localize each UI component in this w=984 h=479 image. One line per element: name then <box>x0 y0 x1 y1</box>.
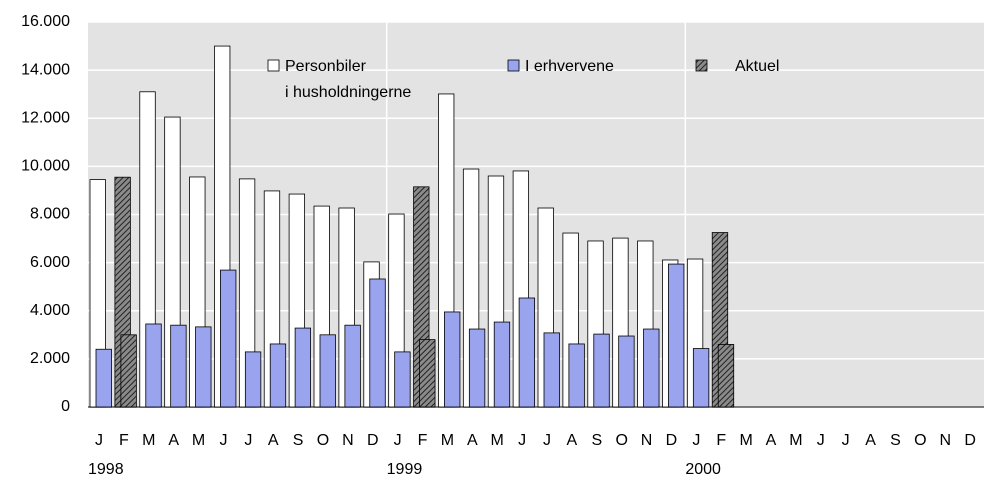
legend-label: Personbiler <box>285 58 367 75</box>
legend-label: i husholdningerne <box>285 84 411 101</box>
x-tick-label: A <box>168 432 179 449</box>
bar <box>543 332 560 408</box>
year-label: 1998 <box>88 461 124 478</box>
bar <box>717 344 735 408</box>
x-tick-label: O <box>317 432 329 449</box>
bar <box>369 278 386 408</box>
x-tick-label: J <box>692 432 700 449</box>
bar <box>170 324 187 408</box>
x-tick-label: J <box>219 432 227 449</box>
x-tick-label: J <box>817 432 825 449</box>
bar <box>95 348 112 408</box>
y-tick-label: 16.000 <box>21 13 70 30</box>
x-tick-label: M <box>142 432 155 449</box>
x-tick-label: S <box>890 432 901 449</box>
x-tick-label: M <box>789 432 802 449</box>
x-tick-label: J <box>95 432 103 449</box>
bar <box>294 327 312 408</box>
x-tick-label: N <box>342 432 354 449</box>
x-tick-label: A <box>567 432 578 449</box>
bar <box>195 326 212 408</box>
bar <box>220 269 237 408</box>
y-tick-label: 2.000 <box>30 350 70 367</box>
x-tick-label: O <box>914 432 926 449</box>
bar <box>518 297 536 408</box>
bar <box>319 334 336 408</box>
x-tick-label: J <box>543 432 551 449</box>
x-tick-label: J <box>842 432 850 449</box>
bar <box>120 334 137 408</box>
bar <box>618 335 635 408</box>
bar <box>643 328 660 408</box>
x-tick-label: N <box>641 432 653 449</box>
x-tick-label: J <box>394 432 402 449</box>
bar <box>593 333 610 408</box>
bar <box>244 351 262 408</box>
x-tick-label: J <box>244 432 252 449</box>
bar <box>444 311 461 408</box>
legend-swatch <box>267 59 280 72</box>
x-tick-label: M <box>192 432 205 449</box>
y-tick-label: 4.000 <box>30 302 70 319</box>
bar <box>269 343 287 408</box>
bar <box>668 263 685 408</box>
x-tick-label: D <box>964 432 976 449</box>
legend-label: I erhvervene <box>525 58 614 75</box>
bar <box>145 323 162 408</box>
x-tick-label: D <box>666 432 678 449</box>
x-tick-label: O <box>615 432 627 449</box>
x-tick-label: A <box>467 432 478 449</box>
bar <box>394 351 411 408</box>
x-tick-label: S <box>591 432 602 449</box>
x-tick-label: F <box>716 432 726 449</box>
bar <box>344 324 361 408</box>
x-tick-label: D <box>367 432 379 449</box>
x-tick-label: M <box>739 432 752 449</box>
year-label: 2000 <box>685 461 721 478</box>
x-tick-label: A <box>268 432 279 449</box>
x-tick-label: A <box>865 432 876 449</box>
y-tick-label: 8.000 <box>30 206 70 223</box>
y-tick-label: 6.000 <box>30 254 70 271</box>
bar <box>568 343 585 408</box>
legend-swatch <box>507 59 520 72</box>
x-tick-label: A <box>766 432 777 449</box>
x-tick-label: F <box>119 432 129 449</box>
year-label: 1999 <box>387 461 423 478</box>
x-tick-label: M <box>491 432 504 449</box>
bar <box>468 328 486 408</box>
bar <box>419 339 436 408</box>
x-tick-label: S <box>293 432 304 449</box>
y-tick-label: 10.000 <box>21 158 70 175</box>
bar <box>692 348 710 408</box>
y-tick-label: 14.000 <box>21 61 70 78</box>
y-tick-label: 12.000 <box>21 109 70 126</box>
legend-label: Aktuel <box>735 58 779 75</box>
x-tick-label: J <box>518 432 526 449</box>
bar <box>493 321 511 408</box>
x-tick-label: N <box>939 432 951 449</box>
x-tick-label: F <box>418 432 428 449</box>
y-tick-label: 0 <box>61 398 70 415</box>
legend-swatch <box>695 59 708 72</box>
x-tick-label: M <box>441 432 454 449</box>
